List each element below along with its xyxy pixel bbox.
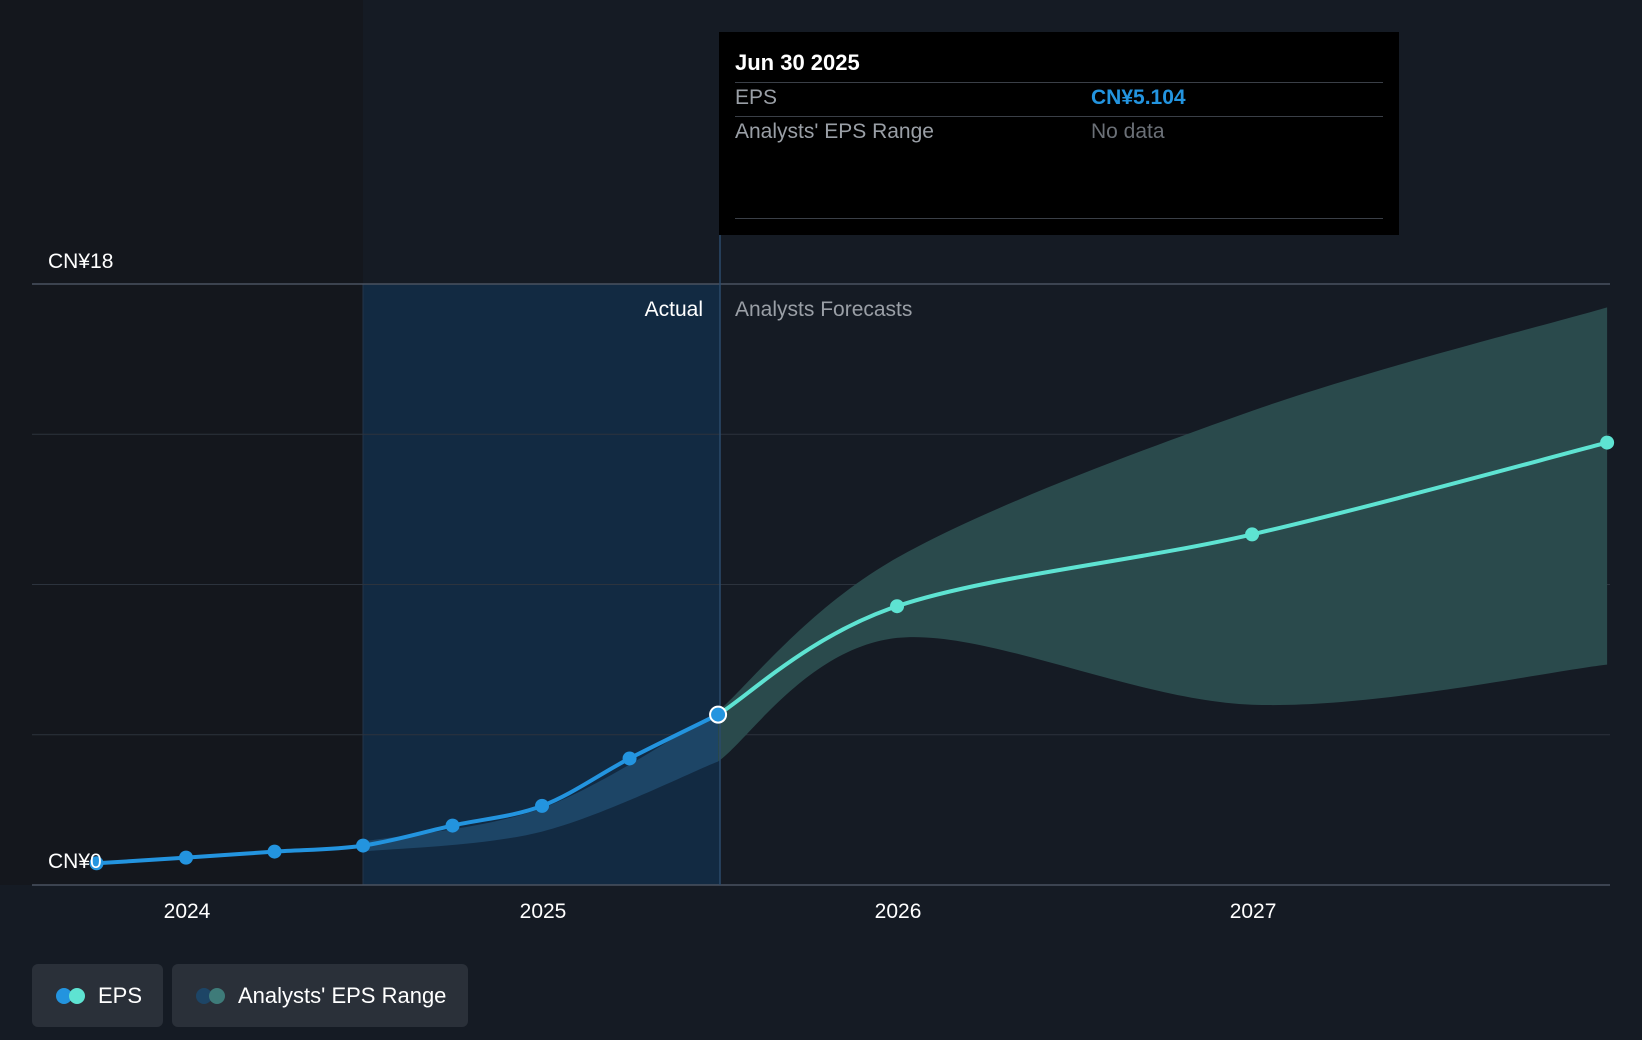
actual-section-label: Actual: [645, 298, 703, 321]
legend-eps-dot: [69, 987, 85, 1004]
eps-actual-point: [267, 844, 282, 859]
eps-forecast-line: [716, 440, 1610, 717]
eps-actual-point: [445, 818, 460, 833]
eps-actual-line: [94, 712, 721, 866]
forecast-section-label: Analysts Forecasts: [735, 298, 912, 321]
eps-actual-point: [179, 850, 194, 865]
tooltip-divider: [735, 116, 1383, 117]
eps-actual-point: [535, 798, 550, 813]
x-tick-label: 2027: [1230, 900, 1277, 923]
legend-range-swatch: [196, 987, 226, 1004]
legend-range-label: Analysts' EPS Range: [238, 982, 447, 1008]
legend-range-dot: [209, 987, 225, 1004]
y-tick-label-top: CN¥18: [48, 250, 113, 273]
legend-eps-button[interactable]: EPS: [32, 964, 163, 1027]
tooltip: Jun 30 2025 EPS CN¥5.104 Analysts' EPS R…: [719, 32, 1399, 235]
tooltip-range-value: No data: [1091, 120, 1165, 143]
legend-eps-dot: [56, 987, 72, 1004]
tooltip-eps-label: EPS: [735, 86, 778, 109]
x-tick-label: 2024: [164, 900, 211, 923]
eps-actual-point: [356, 838, 371, 853]
eps-points: [89, 435, 1615, 871]
x-tick-label: 2026: [875, 900, 922, 923]
eps-actual-point: [89, 856, 104, 871]
legend-eps-label: EPS: [98, 982, 143, 1008]
y-tick-label-bottom: CN¥0: [48, 850, 102, 873]
eps-lines: [94, 440, 1610, 866]
eps-actual-point: [622, 751, 637, 766]
tooltip-divider: [735, 218, 1383, 219]
eps-forecast-point: [1245, 527, 1260, 542]
eps-forecast-point: [1600, 435, 1615, 450]
legend-range-button[interactable]: Analysts' EPS Range: [172, 964, 468, 1027]
legend-range-dot: [196, 987, 212, 1004]
x-axis-ticks: 2024 2025 2026 2027: [164, 900, 1277, 923]
eps-point-highlighted: [709, 705, 728, 724]
eps-range-band-forecast: [718, 307, 1608, 762]
x-tick-label: 2025: [520, 900, 567, 923]
tooltip-divider: [735, 82, 1383, 83]
past-shade: [0, 0, 363, 885]
eps-forecast-point: [890, 599, 905, 614]
legend-eps-swatch: [56, 987, 86, 1004]
tooltip-date: Jun 30 2025: [735, 50, 860, 75]
tooltip-eps-value: CN¥5.104: [1091, 86, 1186, 109]
tooltip-range-label: Analysts' EPS Range: [735, 120, 934, 143]
